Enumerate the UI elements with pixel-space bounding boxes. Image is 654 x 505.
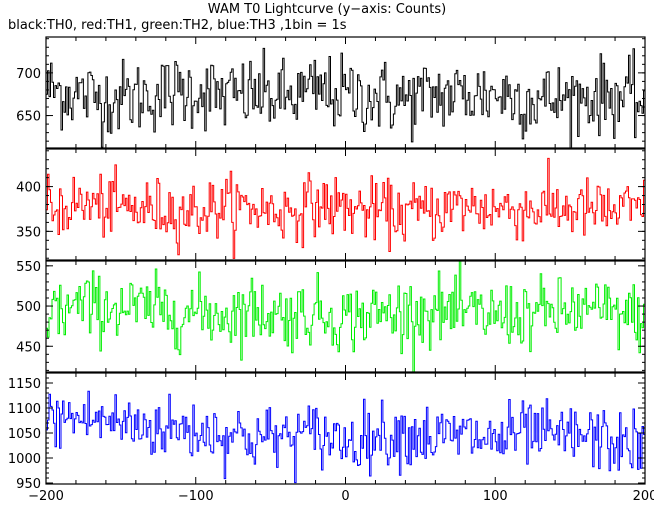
- y-tick-label: 500: [16, 300, 41, 315]
- y-tick-label: 1000: [8, 452, 41, 467]
- y-tick-label: 1050: [8, 427, 41, 442]
- panel-frame-th1: [45, 148, 646, 261]
- series-line-th1: [46, 157, 645, 259]
- panel-frame-th2: [45, 260, 646, 373]
- panel-frame-th3: [45, 372, 646, 485]
- y-tick-label: 450: [16, 340, 41, 355]
- x-tick-label: 0: [341, 489, 349, 504]
- x-tick-label: 100: [483, 489, 508, 504]
- chart-subtitle: black:TH0, red:TH1, green:TH2, blue:TH3 …: [8, 18, 347, 33]
- chart-title: WAM T0 Lightcurve (y−axis: Counts): [207, 2, 447, 17]
- y-tick-label: 400: [16, 181, 41, 196]
- x-tick-label: −200: [28, 489, 64, 504]
- y-tick-label: 650: [16, 110, 41, 125]
- x-tick-label: 200: [633, 489, 654, 504]
- series-line-th2: [46, 261, 645, 372]
- y-tick-label: 350: [16, 225, 41, 240]
- panel-frame-th0: [45, 36, 646, 149]
- x-tick-label: −100: [178, 489, 214, 504]
- y-tick-label: 1100: [8, 402, 41, 417]
- y-tick-label: 950: [16, 477, 41, 492]
- y-tick-label: 550: [16, 260, 41, 275]
- y-tick-label: 1150: [8, 377, 41, 392]
- series-line-th3: [46, 390, 645, 484]
- y-tick-label: 700: [16, 67, 41, 82]
- series-line-th0: [46, 47, 645, 148]
